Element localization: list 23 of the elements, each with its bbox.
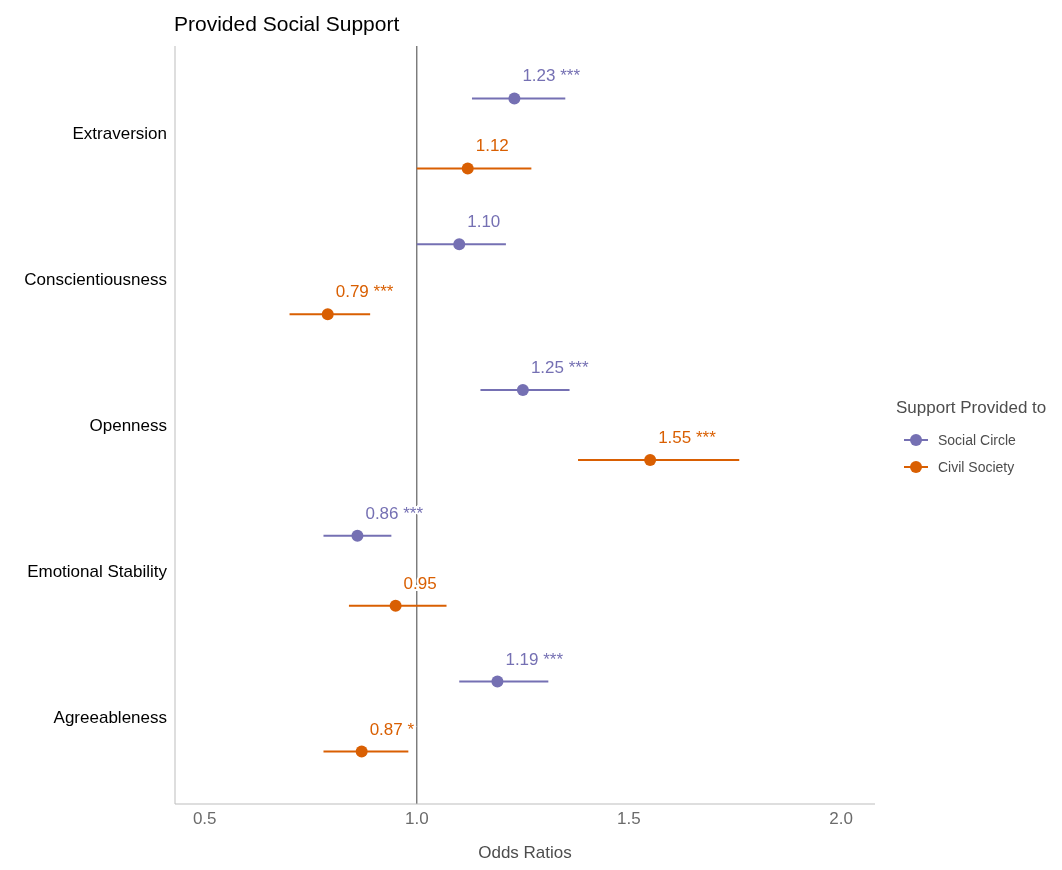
y-tick-label: Extraversion: [72, 124, 167, 144]
data-label: 1.12: [475, 136, 509, 156]
legend-label: Social Circle: [938, 431, 1016, 448]
legend-label: Civil Society: [938, 458, 1015, 475]
x-tick-label: 1.0: [405, 809, 429, 829]
chart-title: Provided Social Support: [174, 12, 400, 36]
data-label: 1.25 ***: [530, 358, 589, 378]
data-label: 1.23 ***: [522, 66, 581, 86]
y-tick-label: Openness: [89, 416, 167, 436]
data-label: 0.87 *: [369, 719, 415, 739]
data-label: 0.95: [403, 573, 437, 593]
x-tick-label: 1.5: [617, 809, 641, 829]
y-tick-label: Emotional Stability: [27, 561, 168, 581]
data-label: 1.19 ***: [505, 649, 564, 669]
x-tick-label: 2.0: [829, 809, 853, 829]
y-tick-label: Conscientiousness: [24, 270, 167, 290]
data-label: 1.55 ***: [658, 427, 717, 447]
data-label: 0.79 ***: [335, 282, 394, 302]
x-axis-title: Odds Ratios: [478, 843, 572, 862]
y-tick-label: Agreeableness: [53, 707, 167, 727]
legend-title: Support Provided to: [896, 398, 1047, 418]
x-tick-label: 0.5: [192, 809, 217, 829]
data-label: 1.10: [467, 212, 501, 232]
